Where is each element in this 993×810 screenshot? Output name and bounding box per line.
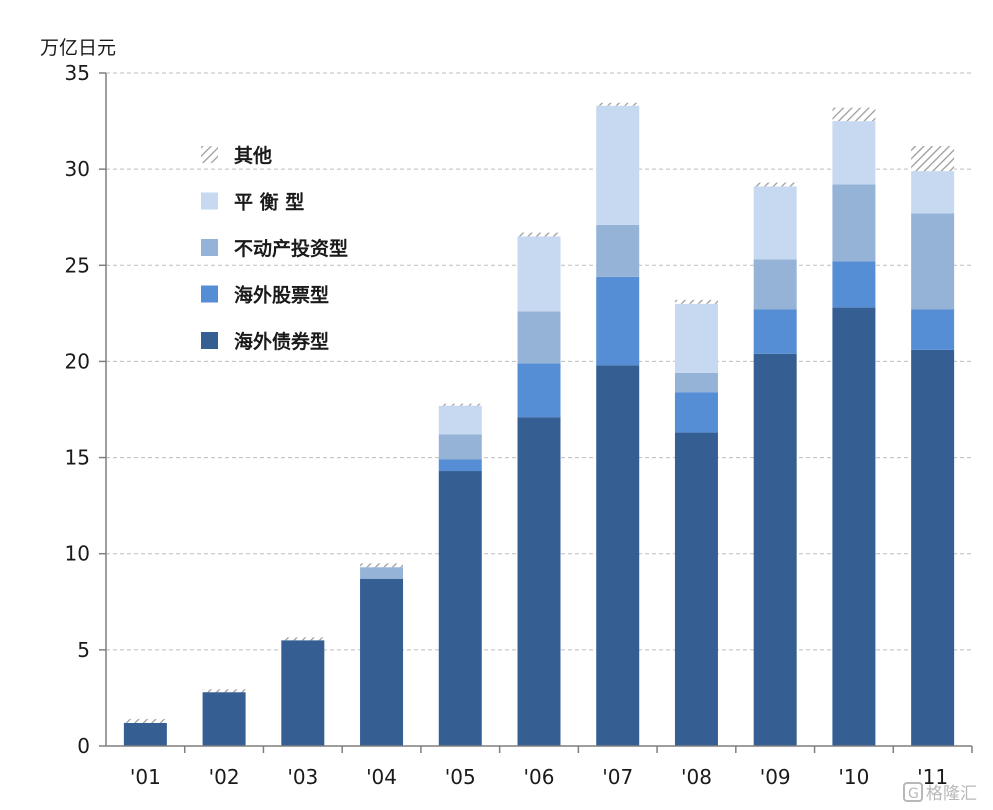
bar-segment	[123, 722, 167, 746]
bar-segment	[832, 184, 876, 262]
legend-swatch	[201, 192, 218, 210]
bar-segment	[674, 303, 718, 373]
watermark: G 格隆汇	[903, 782, 977, 804]
bar-segment	[674, 392, 718, 433]
x-tick-label: '05	[445, 765, 476, 789]
bar-segment	[911, 146, 955, 172]
y-tick-label: 25	[65, 253, 90, 277]
y-tick-labels: 0 5 10 15 20 25 30 35	[65, 61, 90, 758]
bar-segment	[202, 689, 246, 693]
bar-segment	[438, 459, 482, 472]
legend-label: 不动产投资型	[234, 237, 348, 260]
x-tick-label: '08	[681, 765, 712, 789]
legend-swatch	[201, 146, 218, 163]
bar-segment	[753, 186, 797, 260]
y-tick-label: 35	[65, 61, 90, 85]
bar-segment	[360, 578, 404, 746]
bar-segment	[596, 365, 640, 746]
bar-segment	[123, 719, 167, 723]
x-tick-label: '09	[760, 765, 791, 789]
bar-segment	[674, 299, 718, 304]
y-tick-label: 30	[65, 157, 90, 181]
bar-segment	[202, 692, 246, 746]
bar-segment	[911, 213, 955, 310]
y-tick-label: 10	[65, 542, 90, 566]
bar-segment	[438, 434, 482, 460]
x-tick-label: '02	[209, 765, 240, 789]
y-tick-label: 20	[65, 349, 90, 373]
bar-segment	[596, 105, 640, 225]
bar-segment	[832, 307, 876, 746]
grid-lines	[99, 72, 972, 747]
bar-segment	[517, 232, 561, 237]
x-tick-label: '03	[287, 765, 318, 789]
y-tick-label: 0	[77, 734, 90, 758]
bars	[123, 102, 955, 746]
legend-label: 其他	[234, 144, 272, 167]
bar-segment	[674, 432, 718, 746]
bar-segment	[360, 563, 404, 568]
gelonghui-logo-icon: G	[903, 782, 923, 802]
bar-segment	[911, 309, 955, 350]
watermark-text: 格隆汇	[926, 784, 977, 804]
x-tick-label: '01	[130, 765, 161, 789]
bar-segment	[832, 121, 876, 185]
legend-label: 海外债券型	[234, 330, 329, 353]
bar-segment	[832, 261, 876, 308]
svg-text:G: G	[908, 786, 919, 802]
bar-segment	[832, 107, 876, 122]
bar-segment	[281, 640, 325, 746]
bar-segment	[438, 471, 482, 746]
bar-segment	[281, 637, 325, 641]
bar-segment	[753, 182, 797, 187]
bar-segment	[911, 349, 955, 746]
legend-swatch	[201, 332, 218, 349]
bar-segment	[517, 417, 561, 746]
bar-segment	[438, 403, 482, 406]
bar-segment	[911, 171, 955, 214]
bar-segment	[753, 259, 797, 310]
x-tick-label: '07	[602, 765, 633, 789]
bar-segment	[438, 405, 482, 435]
legend-swatch	[201, 239, 218, 256]
x-tick-label: '06	[524, 765, 555, 789]
x-tick-labels: '01'02'03'04'05'06'07'08'09'10'11	[130, 765, 948, 789]
bar-segment	[517, 363, 561, 418]
legend-swatch	[201, 285, 218, 303]
bar-segment	[753, 309, 797, 354]
bar-segment	[517, 311, 561, 364]
y-tick-label: 5	[77, 638, 90, 662]
bar-segment	[517, 236, 561, 312]
bar-segment	[674, 372, 718, 393]
bar-segment	[753, 353, 797, 746]
y-tick-label: 15	[65, 446, 90, 470]
bar-segment	[596, 224, 640, 277]
bar-segment	[360, 567, 404, 579]
axes	[105, 73, 973, 753]
y-axis-unit-label: 万亿日元	[40, 37, 116, 59]
x-tick-label: '10	[838, 765, 869, 789]
bar-segment	[596, 102, 640, 106]
legend-label: 海外股票型	[234, 284, 329, 307]
bar-segment	[596, 276, 640, 366]
x-tick-label: '04	[366, 765, 397, 789]
legend-label: 平 衡 型	[234, 191, 304, 214]
